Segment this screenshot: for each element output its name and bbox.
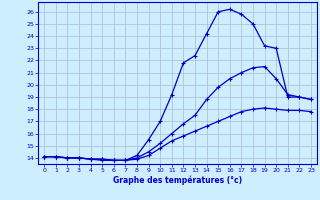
X-axis label: Graphe des températures (°c): Graphe des températures (°c): [113, 176, 242, 185]
